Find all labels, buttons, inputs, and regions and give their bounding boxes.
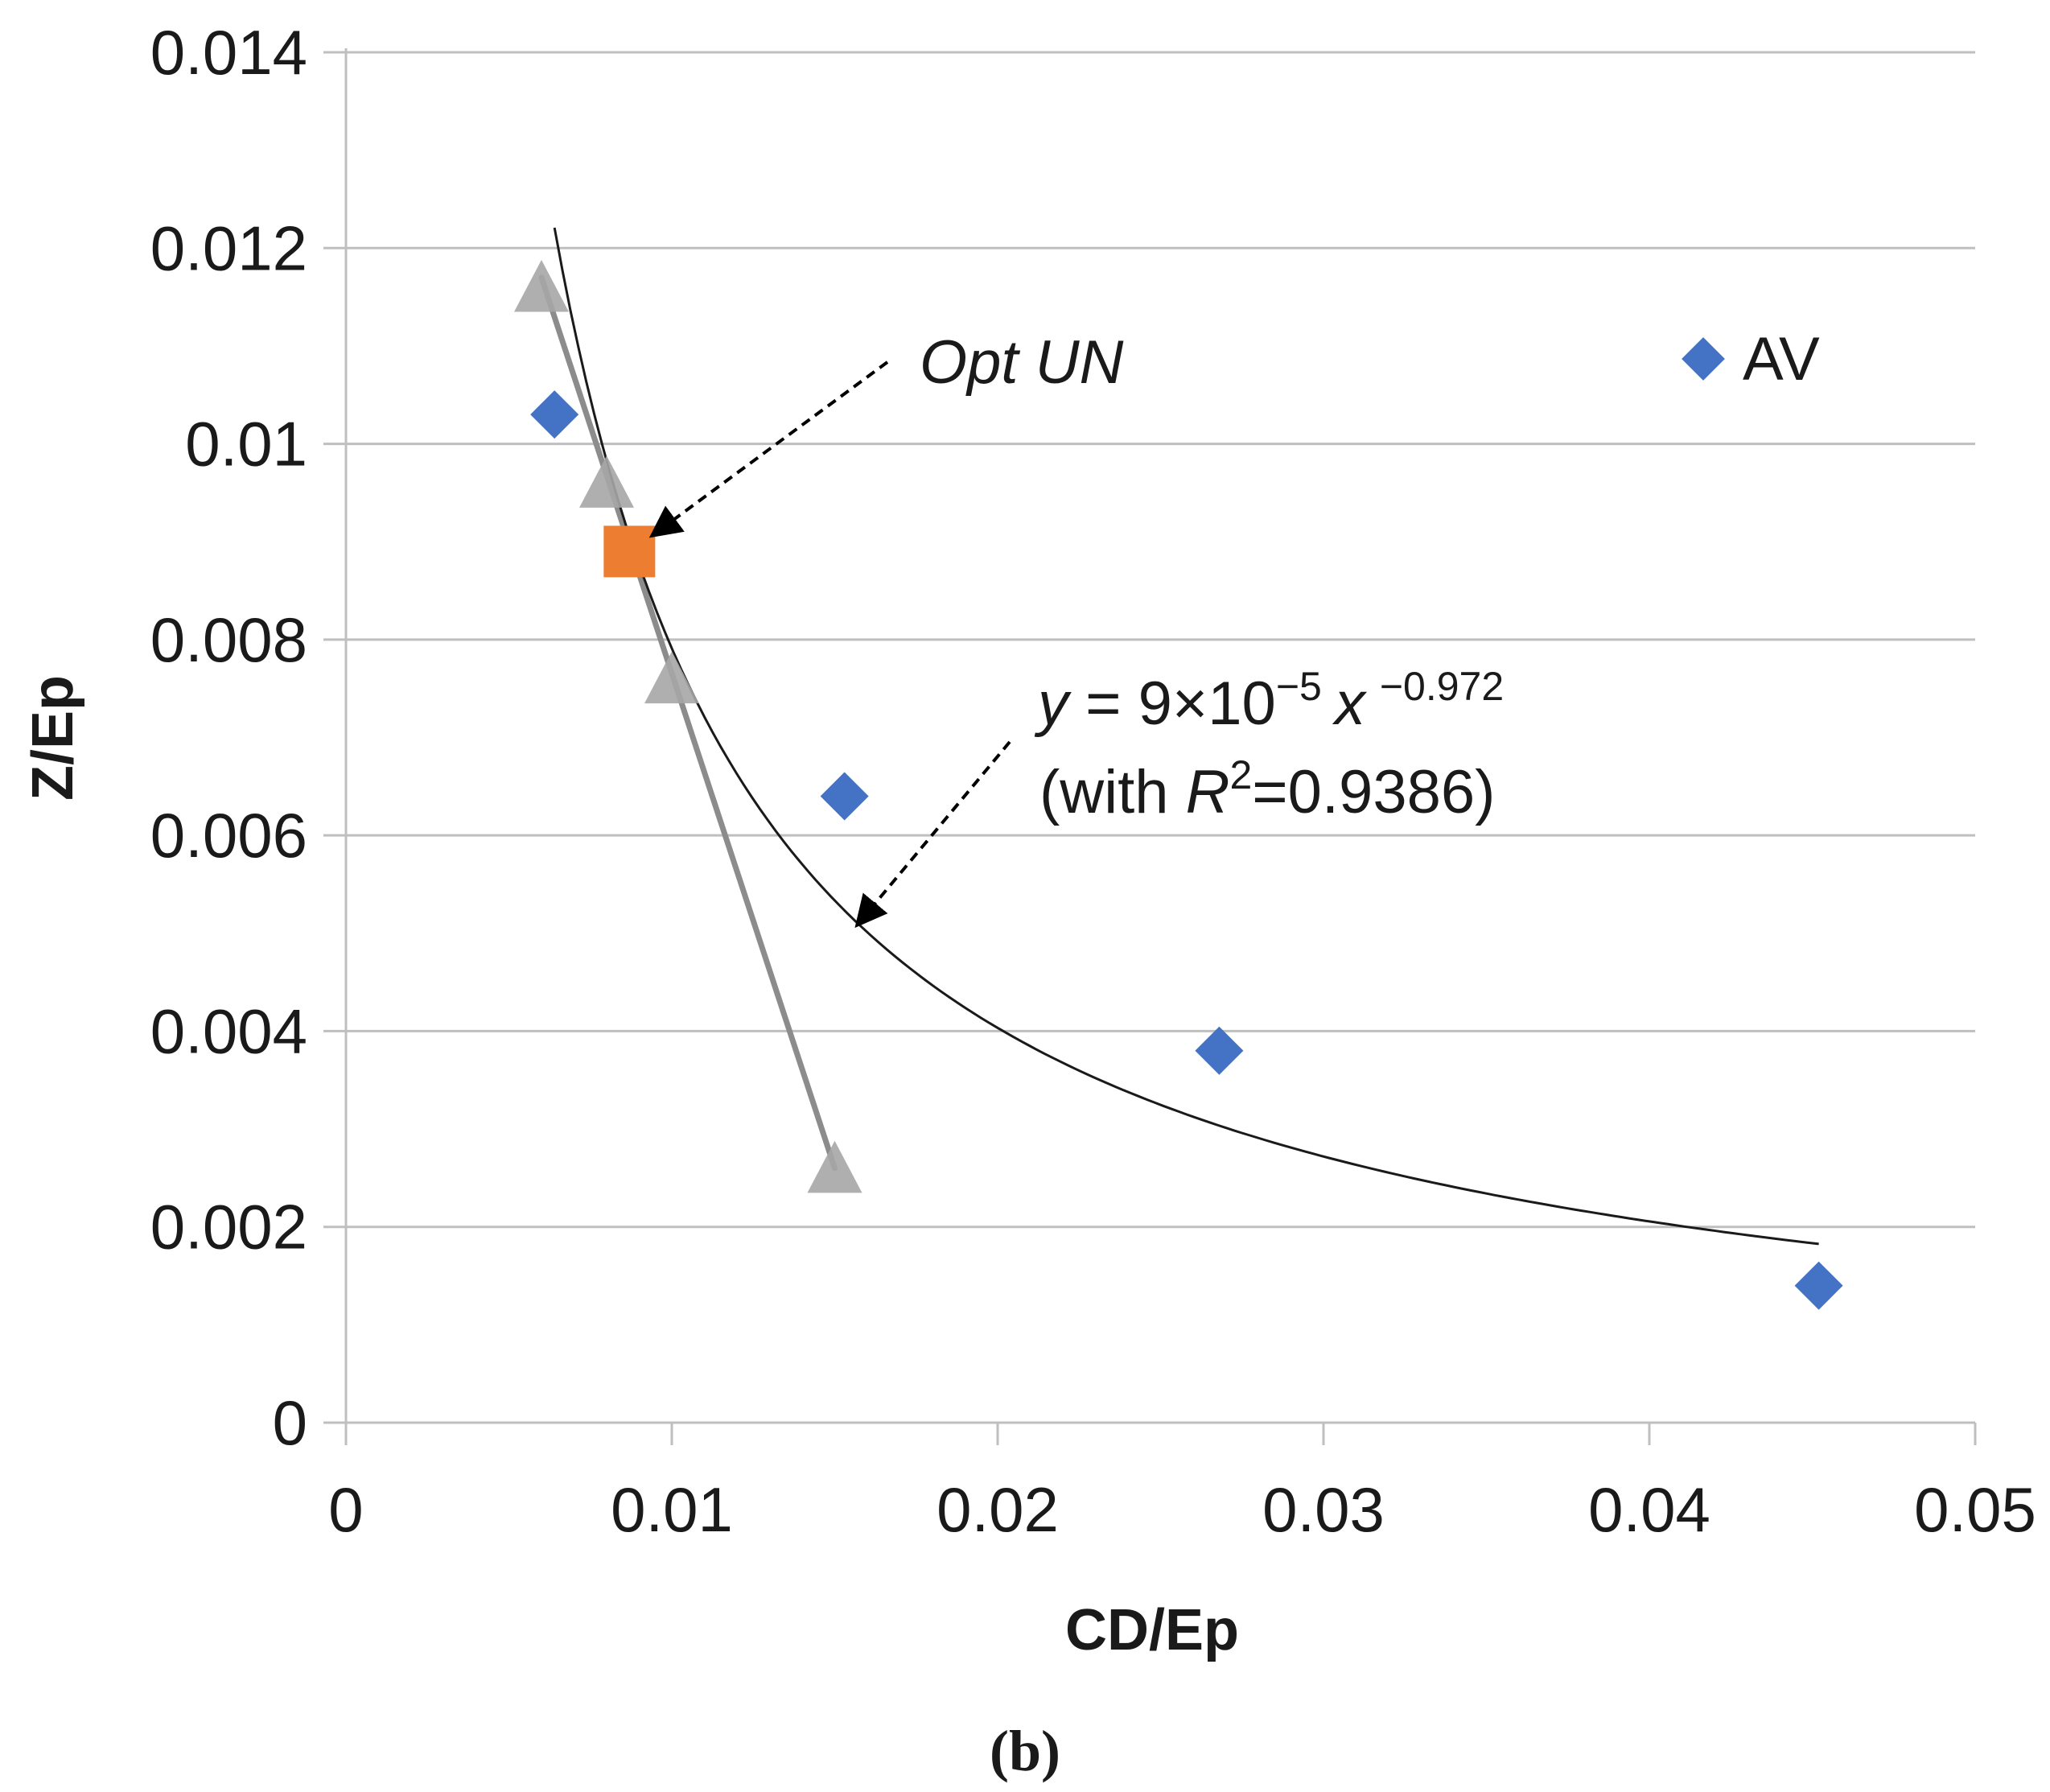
y-tick-label: 0.006 (150, 800, 307, 871)
fit-equation: y = 9×10−5 x −0.972 (1034, 664, 1504, 738)
fit-eq-exp2: −0.972 (1380, 664, 1504, 709)
legend-av-label: AV (1743, 325, 1820, 393)
y-tick-label: 0.002 (150, 1192, 307, 1263)
fit-r-symbol: R (1186, 758, 1230, 826)
opt-un-arrow (648, 360, 889, 538)
power-fit-curve (553, 227, 1819, 1246)
fit-r-sup: 2 (1229, 752, 1252, 797)
fit-eq-x: x (1332, 669, 1368, 738)
y-tick-label: 0.012 (150, 212, 307, 283)
opt-un-annotation: Opt UN (648, 328, 1123, 538)
y-tick-label: 0.014 (150, 17, 307, 88)
y-tick-label: 0.01 (185, 409, 307, 480)
axes (323, 48, 1977, 1445)
y-tick-labels: 0 0.002 0.004 0.006 0.008 0.01 0.012 0.014 (150, 17, 307, 1458)
x-tick-label: 0 (328, 1474, 363, 1545)
fit-eq-y: y (1034, 669, 1072, 738)
av-diamond-point (530, 390, 579, 439)
fit-lines (538, 227, 1819, 1246)
av-diamond-point (820, 772, 869, 821)
fit-eq-exp: −5 (1276, 664, 1322, 709)
triangle-point (807, 1140, 862, 1193)
fit-r-open: (with (1039, 758, 1186, 826)
legend-av-marker (1682, 337, 1725, 381)
gridlines (346, 51, 1975, 1229)
x-tick-label: 0.03 (1262, 1474, 1385, 1545)
x-tick-label: 0.05 (1914, 1474, 2036, 1545)
triangle-point (514, 259, 569, 312)
x-tick-label: 0.04 (1588, 1474, 1710, 1545)
fit-eq-mid: = 9×10 (1068, 669, 1276, 738)
x-tick-labels: 0 0.01 0.02 0.03 0.04 0.05 (328, 1474, 2036, 1545)
x-tick-label: 0.02 (936, 1474, 1059, 1545)
opt-un-square-point (603, 525, 656, 578)
y-tick-label: 0.004 (150, 995, 307, 1066)
panel-label: (b) (990, 1719, 1060, 1783)
linear-trendline (538, 274, 838, 1172)
data-points (514, 259, 1843, 1310)
x-axis-title: CD/Ep (1065, 1598, 1239, 1662)
y-tick-label: 0 (273, 1387, 307, 1458)
legend: AV (1682, 325, 1820, 393)
fit-arrow (854, 740, 1011, 929)
av-diamond-point (1794, 1261, 1843, 1310)
x-tick-label: 0.01 (611, 1474, 733, 1545)
av-diamond-point (1195, 1026, 1244, 1075)
opt-un-label: Opt UN (920, 328, 1123, 397)
triangle-point (579, 455, 634, 508)
y-tick-label: 0.008 (150, 604, 307, 675)
fit-r-value: =0.9386) (1252, 758, 1495, 826)
fit-r2: (with R2=0.9386) (1039, 752, 1495, 826)
fit-equation-annotation: y = 9×10−5 x −0.972 (with R2=0.9386) (854, 664, 1504, 929)
y-axis-title: Z/Ep (21, 675, 85, 801)
triangle-point (644, 651, 699, 704)
